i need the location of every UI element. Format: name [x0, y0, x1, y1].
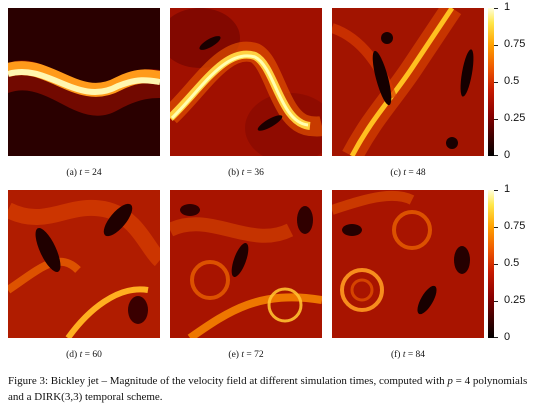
- subcaption-e: (e) t = 72: [228, 350, 264, 360]
- subcaption-d: (d) t = 60: [66, 350, 102, 360]
- colorbar-top-label-0: 0: [504, 149, 511, 161]
- colorbar-bottom-tick: [494, 190, 498, 191]
- colorbar-bottom-label-025: 0.25: [504, 294, 526, 306]
- colorbar-top-tick: [494, 82, 498, 83]
- colorbar-bottom-label-05: 0.5: [504, 257, 520, 269]
- colorbar-top-tick: [494, 119, 498, 120]
- colorbar-bottom-label-0: 0: [504, 331, 511, 343]
- colorbar-top-label-075: 0.75: [504, 38, 526, 50]
- colorbar-top-label-05: 0.5: [504, 75, 520, 87]
- colorbar-top-tick: [494, 45, 498, 46]
- colorbar-bottom-tick: [494, 264, 498, 265]
- panel-e-velocity-field: [170, 190, 322, 338]
- panel-d-velocity-field: [8, 190, 160, 338]
- colorbar-top: [488, 8, 494, 156]
- colorbar-bottom-tick: [494, 301, 498, 302]
- panel-c-velocity-field: [332, 8, 484, 156]
- colorbar-top-label-1: 1: [504, 1, 511, 13]
- panel-a-velocity-field: [8, 8, 160, 156]
- subcaption-c: (c) t = 48: [390, 168, 426, 178]
- colorbar-bottom-tick: [494, 337, 498, 338]
- colorbar-top-tick: [494, 155, 498, 156]
- subcaption-a: (a) t = 24: [66, 168, 102, 178]
- colorbar-top-tick: [494, 8, 498, 9]
- panel-b-velocity-field: [170, 8, 322, 156]
- subcaption-f: (f) t = 84: [390, 350, 426, 360]
- colorbar-bottom-tick: [494, 227, 498, 228]
- colorbar-bottom-label-1: 1: [504, 183, 511, 195]
- figure-caption: Figure 3: Bickley jet – Magnitude of the…: [8, 375, 528, 403]
- colorbar-bottom-label-075: 0.75: [504, 220, 526, 232]
- colorbar-bottom: [488, 190, 494, 338]
- subcaption-b: (b) t = 36: [228, 168, 264, 178]
- colorbar-top-label-025: 0.25: [504, 112, 526, 124]
- panel-f-velocity-field: [332, 190, 484, 338]
